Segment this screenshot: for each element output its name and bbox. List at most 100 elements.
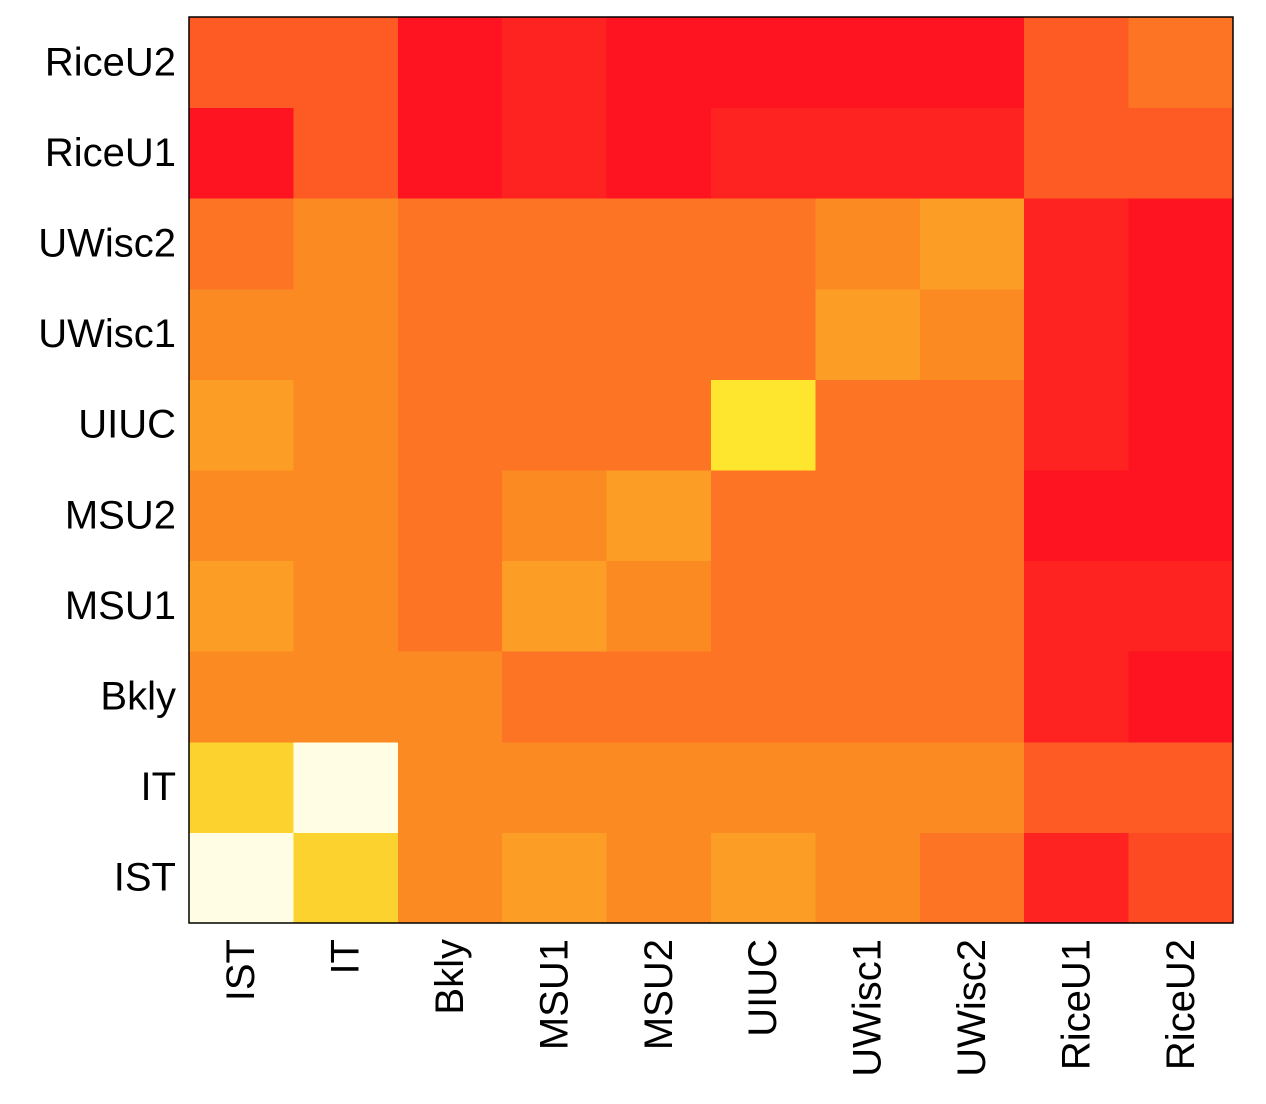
y-tick-label: UIUC [78, 403, 176, 447]
x-tick-label: IST [219, 939, 263, 1001]
y-tick-label: UWisc1 [38, 312, 176, 356]
heatmap-cell-IT-MSU2 [606, 741, 712, 833]
y-tick-label: MSU1 [65, 584, 176, 628]
heatmap-cell-UWisc2-UIUC [711, 198, 816, 290]
heatmap-cell-RiceU1-RiceU2 [1128, 107, 1234, 199]
heatmap-cell-MSU2-UIUC [711, 470, 816, 562]
heatmap-cell-UWisc1-IT [293, 288, 399, 380]
heatmap-cell-IT-UWisc1 [815, 741, 921, 833]
heatmap-cell-RiceU2-UIUC [711, 17, 816, 109]
heatmap-cell-MSU1-UIUC [711, 560, 816, 652]
heatmap-cell-Bkly-MSU2 [606, 651, 712, 743]
heatmap-cell-UIUC-UWisc2 [919, 379, 1025, 471]
heatmap-cell-IST-MSU2 [606, 832, 712, 924]
heatmap-cell-MSU2-UWisc1 [815, 470, 921, 562]
heatmap-cell-MSU1-RiceU2 [1128, 560, 1234, 652]
heatmap-cell-RiceU1-UIUC [711, 107, 816, 199]
heatmap-cells [189, 17, 1234, 924]
heatmap-cell-IT-MSU1 [502, 741, 608, 833]
heatmap-cell-MSU2-MSU2 [606, 470, 712, 562]
heatmap-cell-MSU2-MSU1 [502, 470, 608, 562]
heatmap-cell-UWisc2-IST [189, 198, 294, 290]
heatmap-cell-RiceU1-RiceU1 [1024, 107, 1130, 199]
heatmap-cell-RiceU1-MSU2 [606, 107, 712, 199]
heatmap-cell-UWisc2-MSU2 [606, 198, 712, 290]
y-axis-tick-labels: IST IT Bkly MSU1 MSU2 UIUC UWisc1 UWisc2 RiceU1 R… [38, 40, 176, 899]
heatmap-cell-Bkly-UWisc1 [815, 651, 921, 743]
heatmap-cell-RiceU1-MSU1 [502, 107, 608, 199]
y-tick-label: RiceU1 [45, 131, 176, 175]
y-tick-label: RiceU2 [45, 40, 176, 84]
heatmap-cell-RiceU2-IT [293, 17, 399, 109]
heatmap-cell-UWisc2-UWisc2 [919, 198, 1025, 290]
heatmap-cell-UWisc1-UWisc1 [815, 288, 921, 380]
heatmap-cell-RiceU2-RiceU1 [1024, 17, 1130, 109]
heatmap-cell-UWisc1-IST [189, 288, 294, 380]
heatmap-cell-UIUC-UIUC [711, 379, 816, 471]
heatmap-cell-RiceU1-IST [189, 107, 294, 199]
heatmap-cell-Bkly-RiceU2 [1128, 651, 1234, 743]
heatmap-cell-UWisc1-RiceU1 [1024, 288, 1130, 380]
heatmap-cell-UWisc1-UIUC [711, 288, 816, 380]
heatmap-cell-UIUC-UWisc1 [815, 379, 921, 471]
x-axis-tick-labels: IST IT Bkly MSU1 MSU2 UIUC UWisc1 UWisc2 RiceU1 R… [219, 939, 1203, 1077]
heatmap-cell-MSU1-Bkly [397, 560, 503, 652]
heatmap-cell-UWisc1-MSU2 [606, 288, 712, 380]
y-tick-label: IST [114, 856, 176, 900]
heatmap-cell-UWisc2-Bkly [397, 198, 503, 290]
heatmap-cell-UWisc2-MSU1 [502, 198, 608, 290]
heatmap-cell-RiceU2-MSU2 [606, 17, 712, 109]
heatmap-cell-MSU1-IST [189, 560, 294, 652]
heatmap-cell-RiceU1-UWisc2 [919, 107, 1025, 199]
heatmap-cell-Bkly-IT [293, 651, 399, 743]
heatmap-cell-MSU1-IT [293, 560, 399, 652]
x-tick-label: UIUC [741, 939, 785, 1037]
heatmap-cell-Bkly-MSU1 [502, 651, 608, 743]
heatmap-cell-IST-IT [293, 832, 399, 924]
heatmap-cell-MSU2-Bkly [397, 470, 503, 562]
heatmap-cell-RiceU2-IST [189, 17, 294, 109]
heatmap-cell-RiceU1-Bkly [397, 107, 503, 199]
heatmap-cell-Bkly-IST [189, 651, 294, 743]
heatmap-cell-UWisc1-RiceU2 [1128, 288, 1234, 380]
heatmap-cell-IST-UWisc1 [815, 832, 921, 924]
heatmap-cell-UWisc2-UWisc1 [815, 198, 921, 290]
x-tick-label: MSU2 [637, 939, 681, 1050]
heatmap-cell-RiceU2-RiceU2 [1128, 17, 1234, 109]
y-tick-label: Bkly [100, 675, 176, 719]
heatmap-cell-Bkly-RiceU1 [1024, 651, 1130, 743]
heatmap-cell-UIUC-IT [293, 379, 399, 471]
heatmap-cell-IT-Bkly [397, 741, 503, 833]
heatmap-cell-UIUC-RiceU1 [1024, 379, 1130, 471]
heatmap-cell-IT-UWisc2 [919, 741, 1025, 833]
plot-frame [188, 16, 1234, 924]
heatmap-cell-UWisc1-Bkly [397, 288, 503, 380]
x-tick-label: MSU1 [532, 939, 576, 1050]
heatmap-cell-RiceU2-MSU1 [502, 17, 608, 109]
heatmap-cell-RiceU2-UWisc2 [919, 17, 1025, 109]
heatmap-cell-UIUC-MSU2 [606, 379, 712, 471]
x-tick-label: IT [324, 939, 368, 975]
heatmap-cell-UIUC-IST [189, 379, 294, 471]
heatmap-cell-MSU2-IST [189, 470, 294, 562]
heatmap-cell-MSU2-RiceU2 [1128, 470, 1234, 562]
heatmap-cell-IT-IST [189, 741, 294, 833]
x-tick-label: RiceU1 [1054, 939, 1098, 1070]
heatmap-cell-UWisc2-RiceU1 [1024, 198, 1130, 290]
heatmap-cell-UWisc1-MSU1 [502, 288, 608, 380]
heatmap-cell-IST-IST [189, 832, 294, 924]
heatmap-cell-RiceU2-UWisc1 [815, 17, 921, 109]
heatmap-cell-RiceU1-IT [293, 107, 399, 199]
heatmap-cell-MSU2-RiceU1 [1024, 470, 1130, 562]
heatmap-cell-IST-RiceU1 [1024, 832, 1130, 924]
heatmap-cell-IT-RiceU1 [1024, 741, 1130, 833]
heatmap-cell-RiceU1-UWisc1 [815, 107, 921, 199]
heatmap-cell-IST-Bkly [397, 832, 503, 924]
heatmap-cell-UWisc2-RiceU2 [1128, 198, 1234, 290]
heatmap-cell-IST-UIUC [711, 832, 816, 924]
heatmap-cell-MSU1-RiceU1 [1024, 560, 1130, 652]
x-tick-label: Bkly [428, 939, 472, 1015]
heatmap-cell-MSU1-MSU2 [606, 560, 712, 652]
heatmap-cell-UIUC-RiceU2 [1128, 379, 1234, 471]
